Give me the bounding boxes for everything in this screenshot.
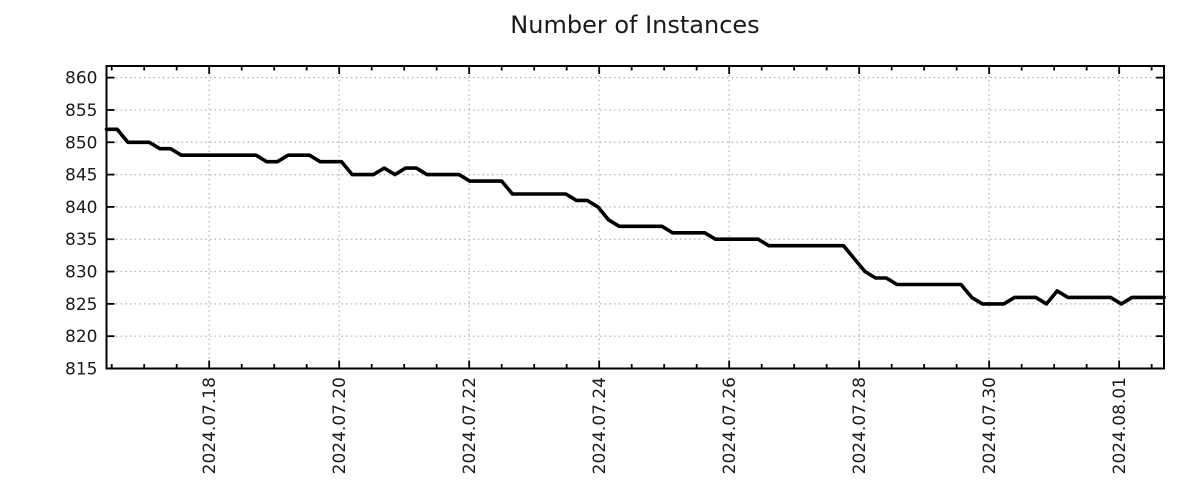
y-tick-label: 855 xyxy=(65,101,97,121)
plot-border xyxy=(105,65,1165,370)
x-tick-label: 2024.07.22 xyxy=(460,377,480,474)
x-tick-label: 2024.07.28 xyxy=(850,377,870,474)
instances-line xyxy=(104,127,1166,306)
x-tick-label: 2024.07.18 xyxy=(200,377,220,474)
y-tick-label: 830 xyxy=(65,263,97,283)
y-tick-label: 840 xyxy=(65,198,97,218)
axis-layer xyxy=(105,65,1165,370)
y-tick-label: 835 xyxy=(65,230,97,250)
series-layer xyxy=(104,127,1166,306)
x-tick-label: 2024.07.20 xyxy=(330,377,350,474)
y-tick-label: 845 xyxy=(65,166,97,186)
y-tick-label: 860 xyxy=(65,69,97,89)
chart-title: Number of Instances xyxy=(510,11,759,39)
grid-layer xyxy=(106,66,1164,370)
y-tick-label: 820 xyxy=(65,327,97,347)
x-tick-label: 2024.07.26 xyxy=(720,377,740,474)
x-tick-label: 2024.07.24 xyxy=(590,377,610,474)
y-tick-label: 850 xyxy=(65,133,97,153)
y-tick-label: 825 xyxy=(65,295,97,315)
x-tick-label: 2024.08.01 xyxy=(1110,377,1130,474)
y-tick-label: 815 xyxy=(65,360,97,380)
tick-label-layer: 815 820 825 830 835 840 845 850 855 860 2024.07.18… xyxy=(65,69,1130,475)
x-tick-label: 2024.07.30 xyxy=(980,377,1000,474)
